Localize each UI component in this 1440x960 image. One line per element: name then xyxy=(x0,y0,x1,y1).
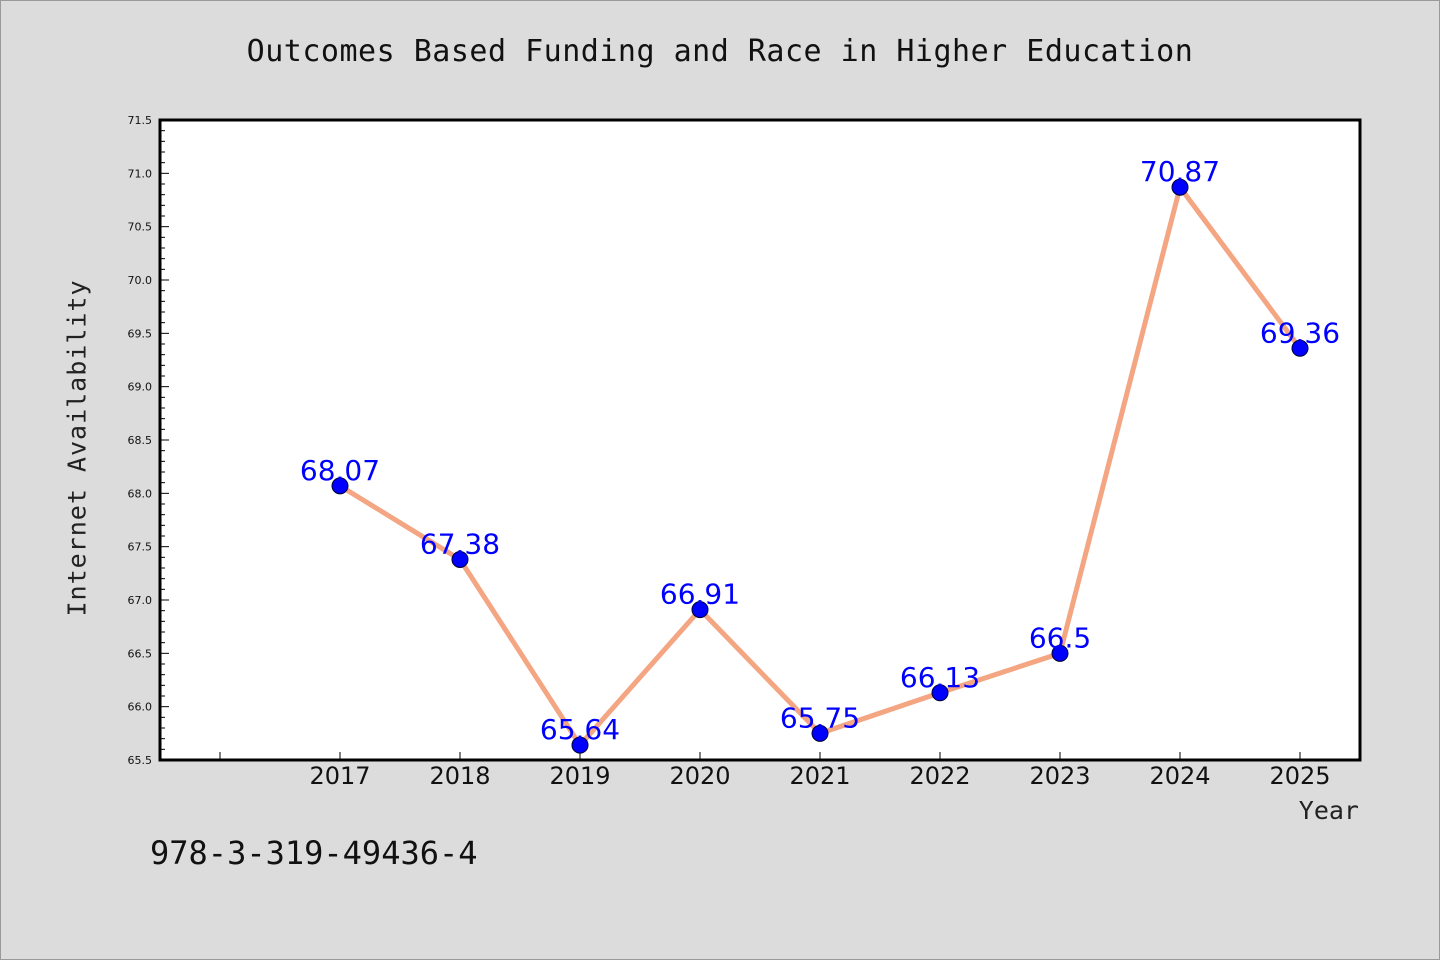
y-tick-label: 71.5 xyxy=(128,114,153,127)
x-tick-label: 2024 xyxy=(1149,762,1210,790)
y-tick-label: 70.5 xyxy=(128,221,153,234)
x-tick-label: 2018 xyxy=(429,762,490,790)
data-label: 66.5 xyxy=(1029,621,1091,654)
data-label: 66.91 xyxy=(660,578,740,611)
x-tick-label: 2025 xyxy=(1269,762,1330,790)
data-point xyxy=(1291,339,1309,357)
plot-area xyxy=(160,120,1360,760)
axis-ticks: 65.5 66.0 66.5 67.0 67.5 68.0 68.5 69.0 69.5 70.0… xyxy=(128,114,1331,790)
y-tick-label: 70.0 xyxy=(128,274,153,287)
y-tick-label: 67.0 xyxy=(128,594,153,607)
data-point xyxy=(1051,644,1069,662)
x-tick-label: 2017 xyxy=(309,762,370,790)
y-tick-label: 67.5 xyxy=(128,541,153,554)
data-point xyxy=(331,477,349,495)
y-tick-label: 65.5 xyxy=(128,754,153,767)
x-tick-label: 2020 xyxy=(669,762,730,790)
data-point xyxy=(1171,178,1189,196)
data-point xyxy=(571,736,589,754)
x-tick-label: 2022 xyxy=(909,762,970,790)
x-axis-label: Year xyxy=(1298,796,1359,825)
data-label: 68.07 xyxy=(300,454,380,487)
data-point xyxy=(931,684,949,702)
y-tick-label: 69.0 xyxy=(128,381,153,394)
data-point xyxy=(691,601,709,619)
x-tick-label: 2019 xyxy=(549,762,610,790)
x-tick-label: 2021 xyxy=(789,762,850,790)
data-point xyxy=(451,550,469,568)
chart-title: Outcomes Based Funding and Race in Highe… xyxy=(246,34,1194,69)
y-tick-label: 68.0 xyxy=(128,487,153,500)
plot-border xyxy=(158,118,1362,762)
y-tick-label: 69.5 xyxy=(128,327,153,340)
data-label: 70.87 xyxy=(1140,155,1220,188)
data-label: 65.75 xyxy=(780,701,860,734)
data-label: 65.64 xyxy=(540,713,620,746)
data-label: 69.36 xyxy=(1260,316,1340,349)
y-tick-label: 66.5 xyxy=(128,647,153,660)
x-tick-label: 2023 xyxy=(1029,762,1090,790)
y-tick-label: 71.0 xyxy=(128,167,153,180)
y-tick-label: 68.5 xyxy=(128,434,153,447)
y-tick-label: 66.0 xyxy=(128,701,153,714)
series-layer: 68.07 67.38 65.64 66.91 65.75 66.13 66.5 70.87 6… xyxy=(300,155,1340,754)
data-label: 67.38 xyxy=(420,527,500,560)
isbn-text: 978-3-319-49436-4 xyxy=(150,834,478,872)
data-label: 66.13 xyxy=(900,661,980,694)
data-point xyxy=(811,724,829,742)
